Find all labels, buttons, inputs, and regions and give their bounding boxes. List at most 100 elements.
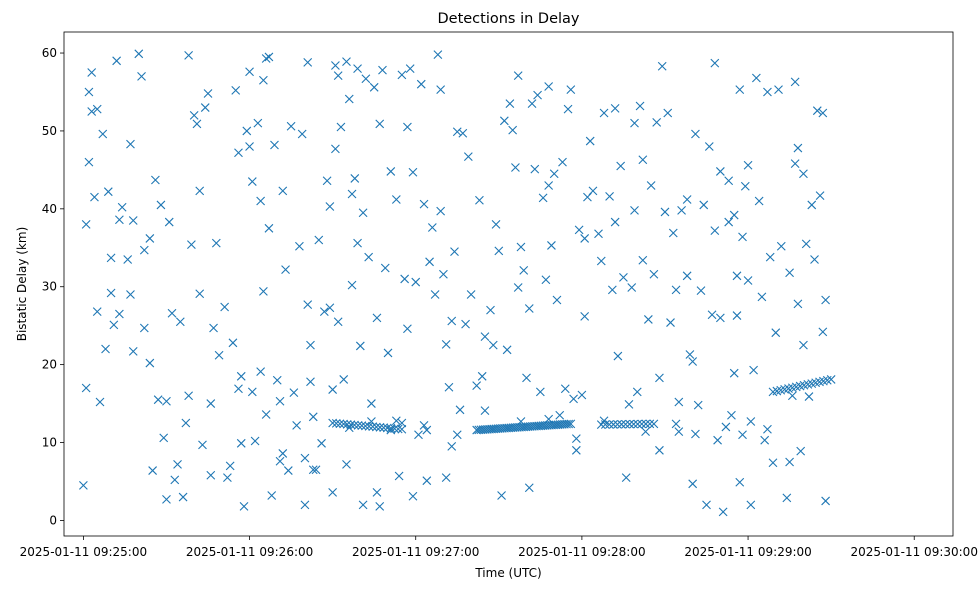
data-point	[818, 327, 828, 337]
data-point	[234, 384, 243, 394]
data-point	[610, 103, 620, 113]
data-point	[189, 110, 199, 120]
data-point	[195, 289, 205, 299]
data-point	[655, 445, 664, 455]
data-points-group	[78, 49, 836, 517]
data-point	[162, 396, 171, 406]
data-point	[353, 238, 362, 248]
data-point	[333, 71, 343, 81]
data-point	[436, 85, 446, 95]
data-point	[200, 103, 210, 112]
data-point	[126, 290, 135, 299]
track-data-point	[379, 423, 389, 433]
data-point	[275, 456, 285, 466]
data-point	[718, 507, 728, 517]
data-point	[405, 64, 415, 74]
track-data-point	[826, 375, 836, 384]
data-point	[466, 290, 476, 299]
data-point	[594, 229, 603, 239]
y-tick-label: 40	[42, 202, 57, 216]
data-point	[115, 215, 124, 225]
data-point	[763, 87, 772, 97]
data-point	[713, 435, 722, 445]
data-point	[727, 410, 736, 420]
data-point	[436, 206, 446, 216]
data-point	[776, 241, 786, 251]
chart-title: Detections in Delay	[437, 11, 579, 27]
data-point	[452, 127, 462, 137]
data-point	[259, 75, 268, 85]
data-point	[78, 480, 88, 490]
data-point	[787, 391, 797, 401]
data-point	[261, 410, 271, 419]
x-tick-label: 2025-01-11 09:28:00	[518, 545, 645, 559]
track-data-point	[350, 420, 359, 430]
data-point	[821, 295, 830, 305]
data-point	[319, 307, 329, 317]
data-point	[799, 340, 808, 350]
x-tick-label: 2025-01-11 09:27:00	[352, 545, 479, 559]
data-point	[621, 473, 631, 482]
track-data-point	[645, 419, 655, 429]
data-point	[486, 305, 495, 315]
data-point	[685, 350, 695, 359]
data-point	[275, 396, 285, 406]
data-point	[126, 139, 135, 149]
track-data-point	[609, 420, 618, 429]
data-point	[236, 438, 246, 448]
data-point	[128, 346, 138, 356]
data-point	[372, 487, 382, 497]
data-point	[242, 126, 252, 136]
data-point	[757, 292, 767, 302]
y-tick-label: 30	[42, 280, 57, 294]
track-data-point	[629, 419, 639, 429]
data-point	[81, 383, 91, 393]
data-point	[735, 477, 745, 487]
data-point	[419, 420, 429, 430]
data-point	[145, 234, 155, 243]
data-point	[81, 220, 91, 229]
data-point	[187, 240, 196, 250]
data-point	[696, 286, 706, 296]
data-point	[391, 416, 401, 426]
data-point	[785, 268, 794, 278]
data-point	[607, 285, 617, 295]
track-data-point	[357, 421, 367, 431]
data-point	[763, 424, 772, 434]
data-point	[682, 195, 692, 204]
data-point	[527, 99, 537, 109]
data-point	[109, 320, 119, 330]
data-point	[519, 265, 529, 275]
data-point	[106, 253, 116, 263]
data-point	[782, 493, 792, 503]
data-point	[297, 129, 307, 139]
data-point	[530, 164, 540, 174]
data-point	[422, 425, 432, 435]
data-point	[807, 200, 817, 210]
data-point	[566, 85, 576, 95]
data-point	[123, 255, 133, 264]
track-data-point	[331, 418, 341, 428]
data-point	[632, 387, 642, 397]
data-point	[511, 163, 520, 172]
data-point	[408, 167, 418, 177]
data-point	[735, 85, 745, 95]
data-point	[139, 323, 149, 333]
data-point	[367, 399, 376, 408]
data-point	[195, 186, 205, 196]
x-tick-label: 2025-01-11 09:25:00	[20, 545, 147, 559]
data-point	[350, 174, 360, 183]
data-point	[488, 340, 498, 350]
track-data-point	[335, 419, 345, 429]
data-point	[206, 399, 216, 408]
data-point	[281, 265, 290, 274]
data-point	[115, 309, 124, 319]
data-point	[112, 56, 122, 66]
track-data-point	[596, 420, 606, 429]
data-point	[206, 470, 216, 480]
data-point	[751, 73, 761, 83]
data-point	[223, 473, 232, 482]
data-point	[394, 471, 404, 481]
data-point	[674, 427, 684, 437]
track-data-point	[625, 419, 634, 429]
